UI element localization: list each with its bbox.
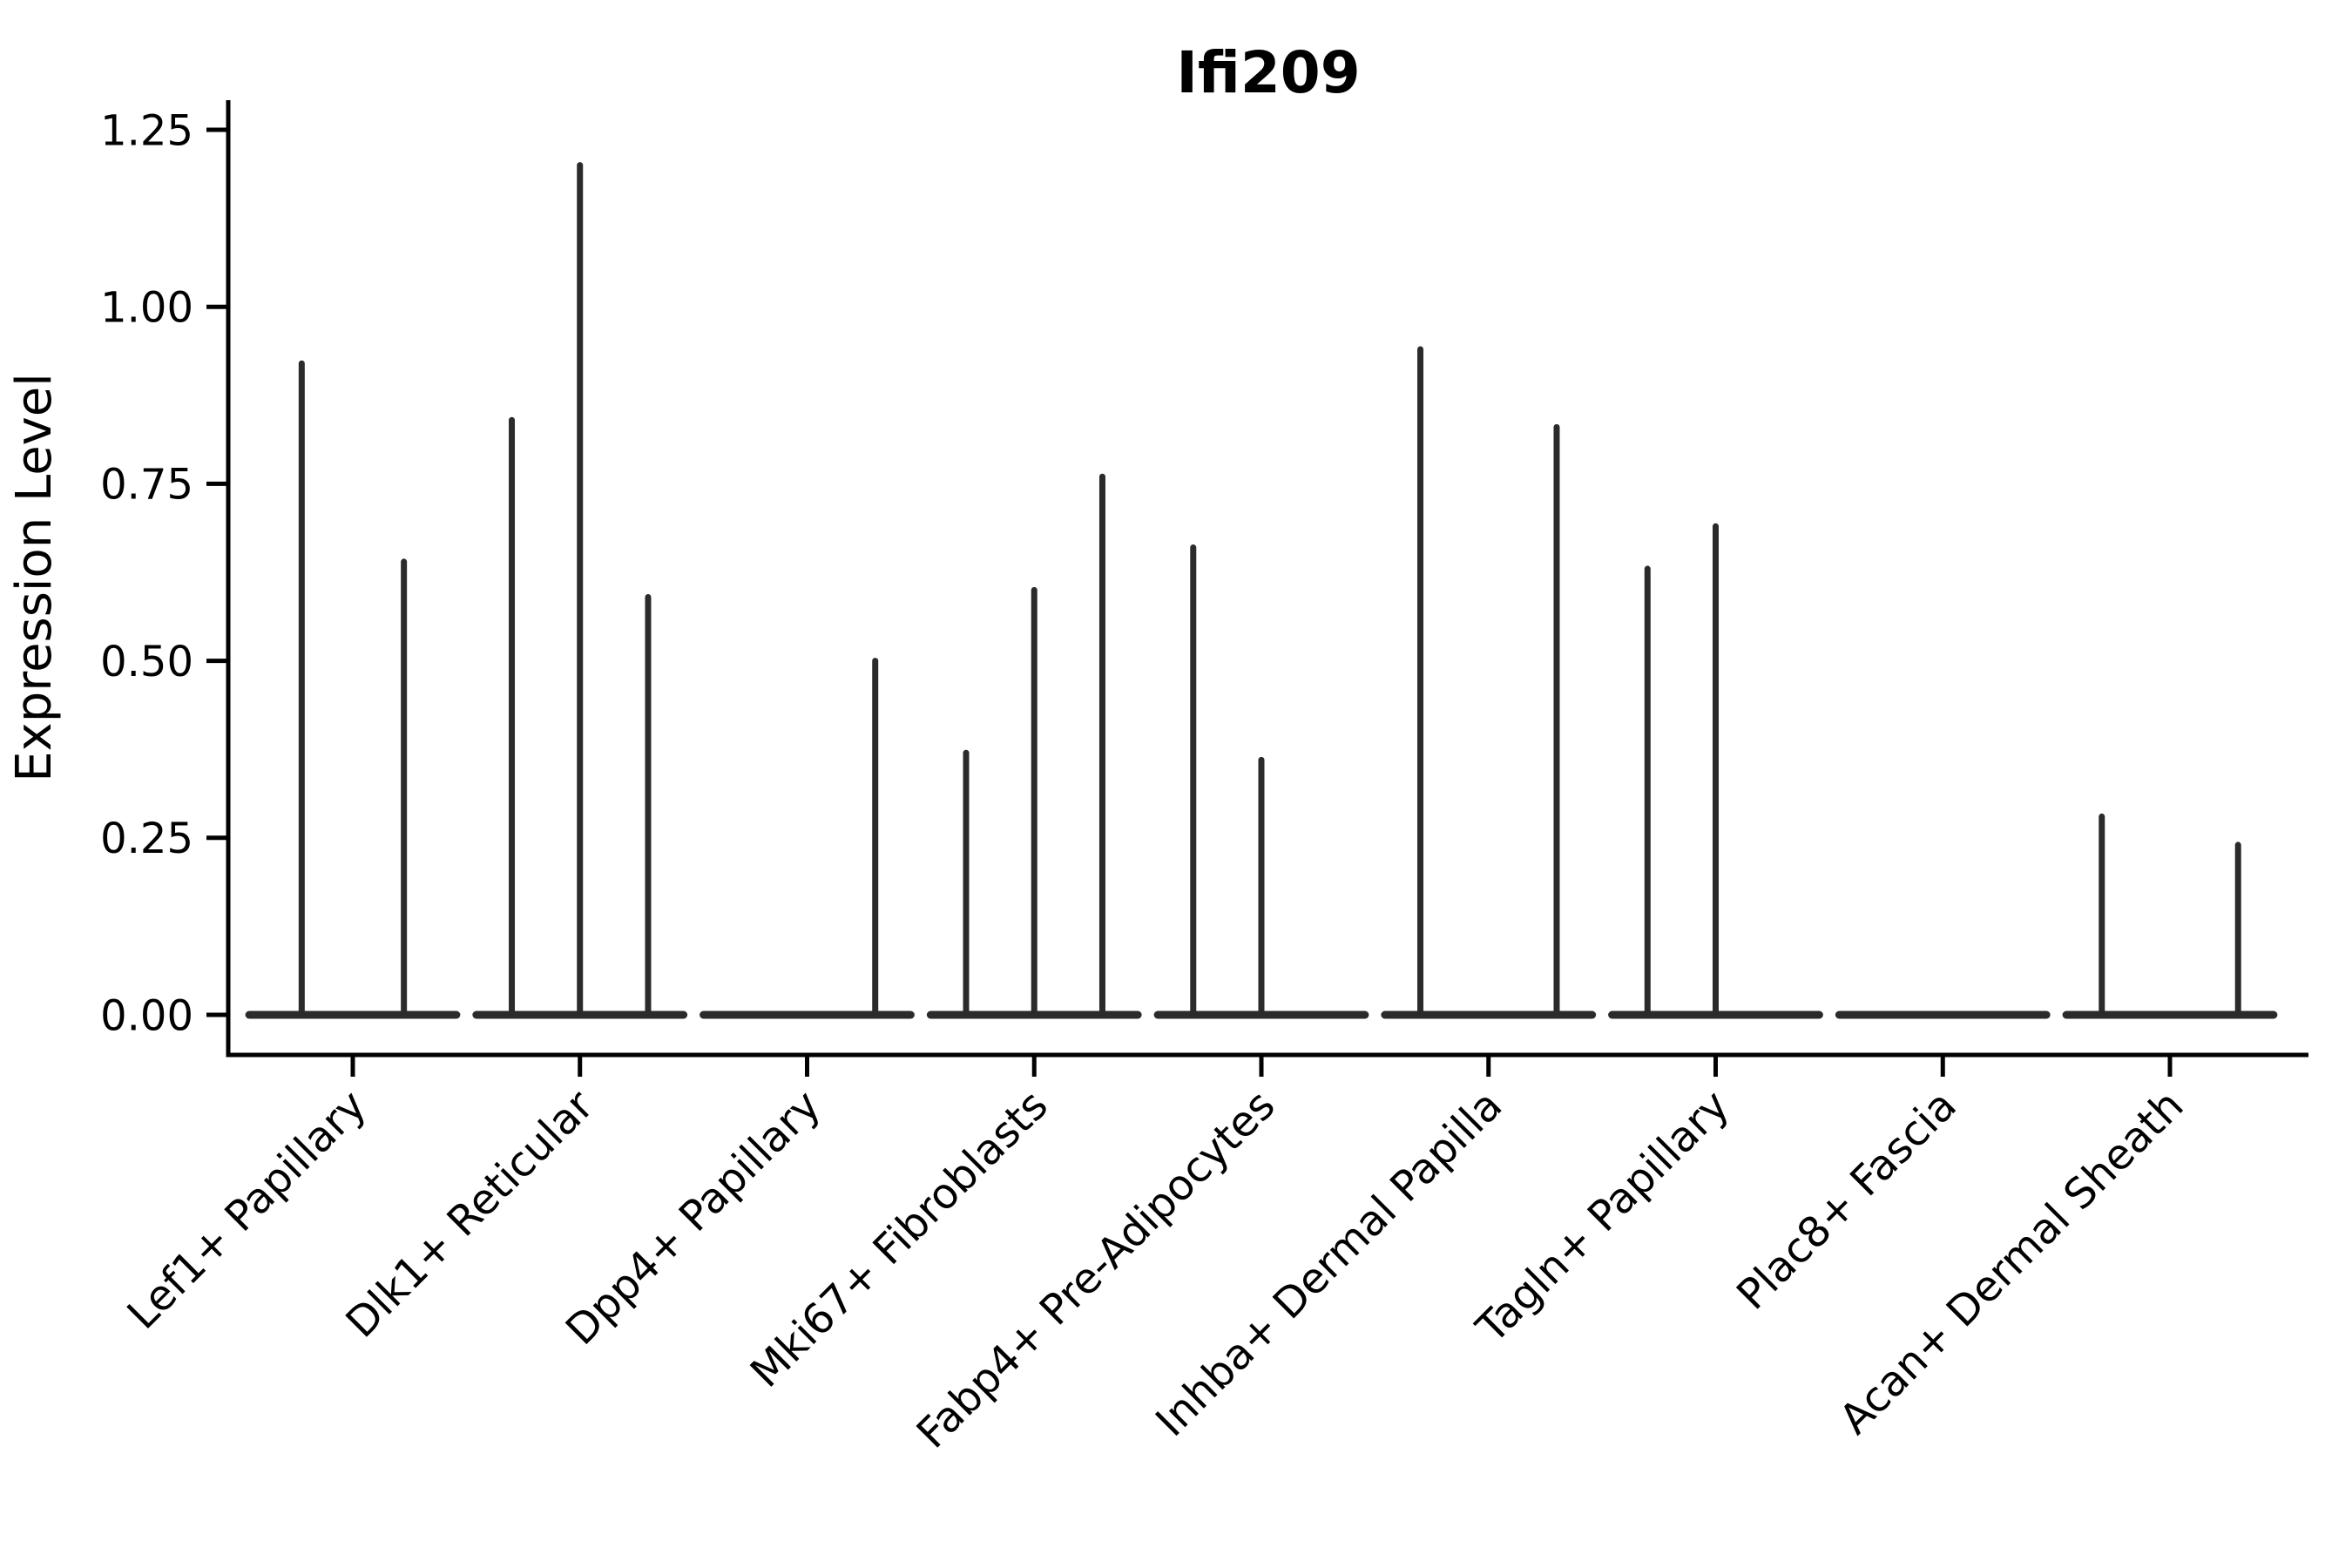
violin-5 — [1153, 544, 1369, 1019]
y-tick-label: 0.25 — [100, 814, 193, 863]
violin-9 — [2062, 813, 2278, 1019]
y-axis-label: Expression Level — [6, 373, 63, 782]
axes-layer — [206, 100, 2308, 1077]
violin-7 — [1608, 523, 1823, 1019]
y-tick-label: 1.00 — [100, 283, 193, 332]
y-tick-label: 0.75 — [100, 461, 193, 510]
tick-labels-layer: 0.00 0.25 0.50 0.75 1.00 1.25 Lef1+ PapillaryD… — [100, 106, 2193, 1457]
violin-1 — [245, 360, 461, 1019]
x-tick-label: Dlk1+ Reticular — [337, 1081, 604, 1348]
violin-2 — [472, 162, 688, 1019]
chart-title: Ifi209 — [1176, 39, 1360, 106]
y-tick-label: 1.25 — [100, 106, 193, 155]
y-tick-label: 0.00 — [100, 991, 193, 1040]
x-tick-label: Plac8+ Fascia — [1727, 1081, 1966, 1320]
violin-4 — [926, 473, 1142, 1019]
violin-6 — [1381, 346, 1597, 1019]
y-tick-label: 0.50 — [100, 638, 193, 686]
x-tick-label: Lef1+ Papillary — [118, 1081, 376, 1339]
violins-layer — [245, 162, 2278, 1019]
violin-3 — [700, 658, 915, 1019]
x-tick-label: Tagln+ Papillary — [1467, 1081, 1739, 1353]
x-tick-label: Fabp4+ Pre-Adipocytes — [908, 1081, 1285, 1458]
